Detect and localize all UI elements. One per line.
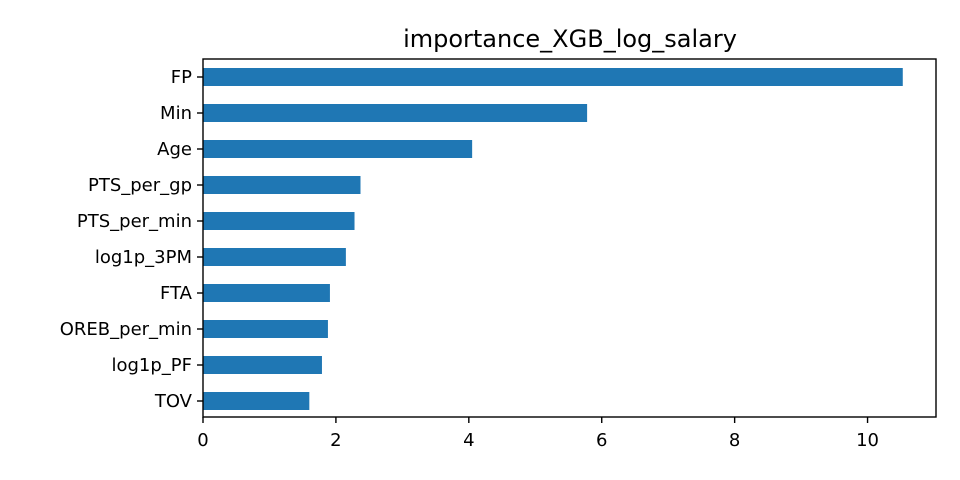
y-tick-label: FTA [160,283,193,304]
bars-group [203,68,903,410]
bar-age [203,140,473,158]
x-tick-label: 8 [729,430,740,451]
bar-oreb-per-min [203,320,328,338]
y-tick-label: PTS_per_gp [88,175,192,196]
x-tick-label: 2 [330,430,341,451]
x-tick-label: 0 [197,430,208,451]
y-tick-label: PTS_per_min [77,211,192,232]
y-tick-label: Min [160,103,192,124]
bar-fta [203,284,330,302]
y-tick-label: Age [157,139,192,160]
chart-title: importance_XGB_log_salary [403,25,737,53]
y-tick-label: TOV [154,391,193,412]
bar-log1p-pf [203,356,322,374]
x-axis: 0 2 4 6 8 10 [197,417,879,451]
x-tick-label: 6 [596,430,607,451]
bar-log1p-3pm [203,248,346,266]
x-tick-label: 10 [856,430,879,451]
bar-pts-per-gp [203,176,361,194]
y-tick-label: log1p_3PM [95,247,192,268]
y-tick-label: FP [171,67,192,88]
y-tick-label: OREB_per_min [60,319,192,340]
x-tick-label: 4 [463,430,474,451]
bar-pts-per-min [203,212,355,230]
bar-min [203,104,588,122]
bar-fp [203,68,903,86]
bar-tov [203,392,310,410]
y-axis: FP Min Age PTS_per_gp PTS_per_min log1p_3PM FT… [60,67,203,412]
y-tick-label: log1p_PF [111,355,192,376]
plot-frame [202,58,937,418]
